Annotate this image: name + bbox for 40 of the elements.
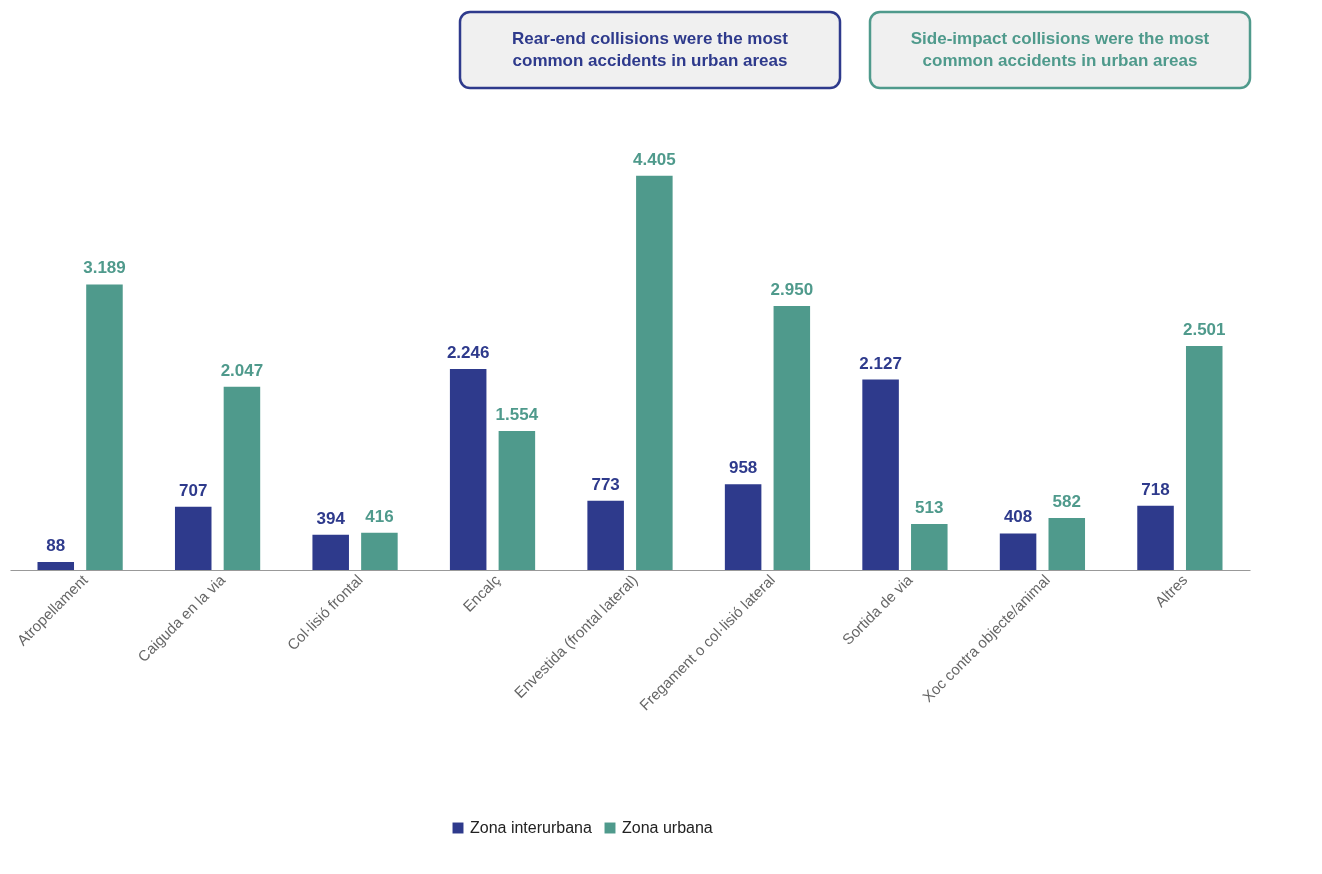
data-label: 2.127 (859, 353, 902, 373)
data-label: 707 (179, 480, 208, 500)
bar (449, 368, 487, 570)
legend-label: Zona urbana (622, 819, 713, 836)
data-label: 582 (1052, 491, 1081, 511)
data-label: 4.405 (633, 149, 676, 169)
data-label: 88 (46, 536, 66, 556)
bar (773, 305, 811, 570)
data-label: 394 (316, 508, 346, 528)
data-label: 1.554 (495, 404, 539, 424)
bar (361, 532, 398, 570)
data-label: 2.047 (220, 360, 264, 380)
text: Side-impact collisions were the most common accidents in urban areas (910, 29, 1210, 70)
bar (174, 506, 212, 570)
bar (862, 379, 899, 570)
data-label: 513 (915, 498, 944, 518)
bar (911, 524, 948, 570)
legend-label: Zona interurbana (470, 819, 592, 836)
bar (498, 430, 536, 570)
data-label: 718 (1141, 479, 1170, 499)
bar (223, 386, 261, 570)
data-label: 3.189 (83, 258, 126, 278)
bar (37, 562, 75, 570)
bar (86, 284, 123, 570)
data-label: 2.246 (446, 342, 490, 362)
text: Rear-end collisions were the most common accidents in urban areas (512, 29, 789, 70)
data-label: 773 (591, 474, 620, 494)
bar (636, 175, 673, 570)
bar (587, 500, 624, 570)
data-label: 2.501 (1182, 320, 1226, 340)
bar (1137, 505, 1174, 570)
data-label: 408 (1003, 507, 1033, 527)
bar (724, 484, 762, 570)
data-label: 2.950 (770, 279, 814, 299)
bar (999, 533, 1037, 570)
bar (312, 534, 349, 570)
bar (1185, 346, 1223, 570)
bar (1048, 517, 1086, 570)
data-label: 416 (365, 506, 394, 526)
data-label: 958 (728, 458, 758, 478)
